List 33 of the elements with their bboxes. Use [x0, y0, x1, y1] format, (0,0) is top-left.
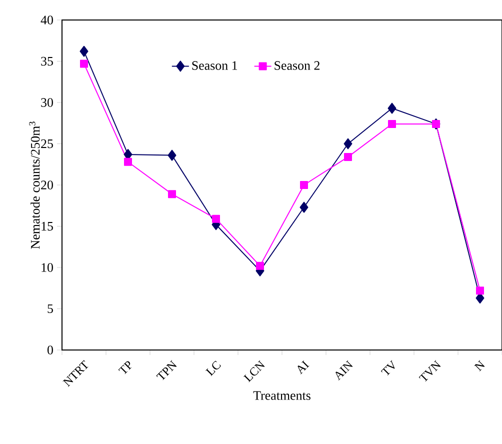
x-axis-title: Treatments [253, 391, 310, 400]
y-tick-label: 0 [48, 346, 53, 354]
point [476, 286, 484, 295]
legend-label: Season 2 [274, 61, 320, 70]
point [344, 138, 352, 150]
point [168, 150, 176, 161]
y-axis-title: Nematode counts/250m$^{3}$ [29, 122, 40, 249]
y-tick-label: 15 [42, 222, 53, 231]
y-tick-label: 5 [48, 304, 53, 314]
point [124, 158, 132, 166]
x-tick-label: LC [206, 360, 221, 376]
point [388, 120, 396, 128]
point [344, 152, 352, 161]
point [300, 202, 308, 213]
y-tick-label: 20 [41, 180, 53, 190]
point [388, 102, 396, 114]
x-tick-label: N [474, 360, 485, 372]
x-tick-label: AI [298, 360, 310, 374]
y-tick-label: 10 [42, 263, 53, 272]
point [80, 60, 88, 68]
x-tick-label: TPN [156, 360, 177, 380]
point [300, 181, 308, 189]
point [168, 190, 176, 198]
x-tick-label: TV [380, 360, 395, 376]
legend-label: Season 1 [192, 61, 238, 70]
x-tick-label: TP [118, 361, 132, 374]
y-tick-label: 40 [40, 16, 53, 24]
y-tick-label: 30 [41, 98, 53, 107]
point [80, 46, 88, 57]
y-tick-label: 25 [41, 139, 53, 148]
y-tick-label: 35 [41, 56, 53, 66]
point [256, 262, 264, 270]
point [212, 214, 220, 223]
